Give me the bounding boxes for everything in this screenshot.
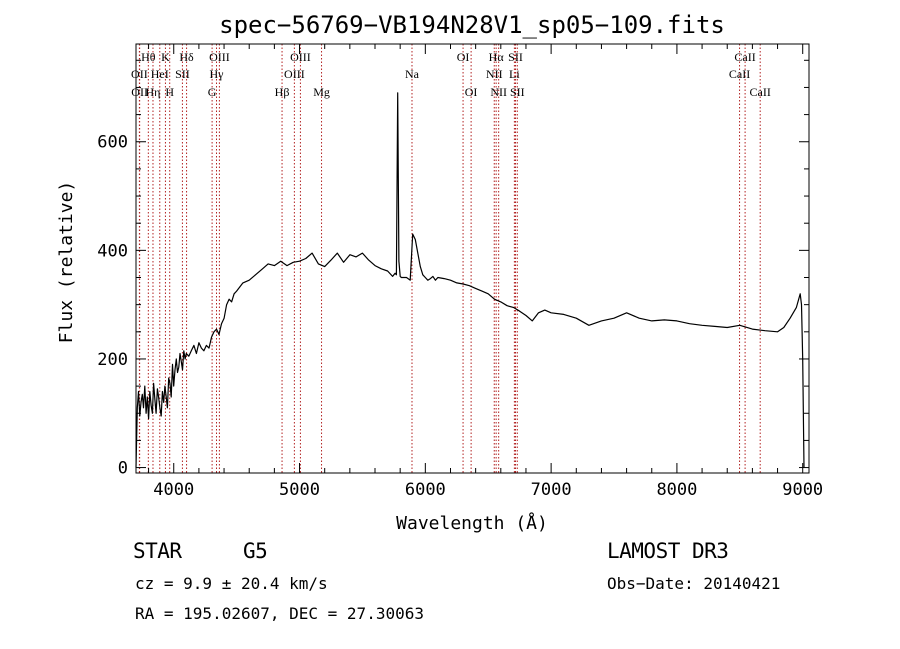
redshift-velocity: cz = 9.9 ± 20.4 km/s — [135, 574, 328, 593]
axis-ticks: 4000 5000 6000 7000 8000 9000 0 200 400 600 — [97, 44, 823, 500]
line-label: OI — [465, 85, 478, 99]
line-label: OIII — [290, 50, 311, 64]
chart-title: spec−56769−VB194N28V1_sp05−109.fits — [219, 11, 725, 39]
x-axis-label: Wavelength (Å) — [396, 512, 548, 534]
line-label: SII — [510, 85, 525, 99]
series-layer — [135, 92, 805, 468]
line-label: SII — [175, 67, 190, 81]
survey-name: LAMOST DR3 — [607, 539, 729, 563]
y-tick-label: 0 — [118, 459, 128, 479]
spectrum-line — [135, 92, 805, 468]
line-label: NII — [490, 85, 507, 99]
x-tick-label: 5000 — [279, 480, 320, 500]
line-label: K — [161, 50, 170, 64]
line-label: Li — [509, 67, 520, 81]
plot-frame — [135, 43, 810, 474]
line-label: Na — [405, 67, 420, 81]
line-label: CaII — [734, 50, 755, 64]
x-tick-label: 6000 — [405, 480, 446, 500]
x-tick-label: 9000 — [782, 480, 823, 500]
coordinates: RA = 195.02607, DEC = 27.30063 — [135, 604, 424, 623]
x-tick-label: 7000 — [531, 480, 572, 500]
x-tick-label: 8000 — [656, 480, 697, 500]
line-label: Hγ — [210, 67, 225, 81]
line-label: Hη — [146, 85, 161, 99]
x-tick-label: 4000 — [153, 480, 194, 500]
y-tick-label: 200 — [97, 350, 128, 370]
y-tick-label: 400 — [97, 241, 128, 261]
line-label: OII — [131, 85, 148, 99]
line-label: SII — [508, 50, 523, 64]
line-label: Hα — [489, 50, 505, 64]
line-label: CaII — [750, 85, 771, 99]
observation-date: Obs−Date: 20140421 — [607, 574, 781, 593]
line-label: Hβ — [275, 85, 290, 99]
line-label: H — [165, 85, 174, 99]
line-label: HeI — [151, 67, 169, 81]
line-label: OIII — [209, 50, 230, 64]
line-label: NII — [486, 67, 503, 81]
line-label: G — [208, 85, 217, 99]
line-label: Mg — [313, 85, 330, 99]
line-label: OI — [457, 50, 470, 64]
object-subclass: G5 — [243, 539, 268, 563]
line-label: OII — [131, 67, 148, 81]
line-label: Hθ — [141, 50, 156, 64]
line-label: OIII — [284, 67, 305, 81]
y-tick-label: 600 — [97, 133, 128, 153]
line-label: Hδ — [179, 50, 194, 64]
y-axis-label: Flux (relative) — [56, 181, 77, 344]
object-class: STAR — [133, 539, 182, 563]
emission-line-markers — [138, 44, 761, 473]
line-label: CaII — [729, 67, 750, 81]
